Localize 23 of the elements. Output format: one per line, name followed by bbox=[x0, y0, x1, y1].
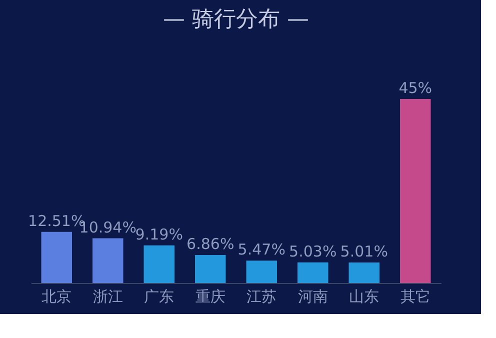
data-label: 5.01% bbox=[340, 242, 388, 261]
x-tick-label: 江苏 bbox=[246, 288, 277, 306]
bar bbox=[92, 238, 124, 283]
chart-title: — 骑行分布 — bbox=[163, 7, 309, 32]
x-tick-label: 河南 bbox=[298, 288, 328, 306]
x-tick-label: 北京 bbox=[42, 288, 72, 306]
x-tick-label: 重庆 bbox=[195, 288, 226, 306]
bar bbox=[348, 262, 380, 283]
data-label: 6.86% bbox=[186, 234, 234, 253]
data-label: 5.47% bbox=[238, 240, 286, 259]
x-tick-label: 广东 bbox=[144, 288, 174, 306]
x-tick-label: 山东 bbox=[349, 288, 380, 306]
bar bbox=[246, 260, 277, 283]
data-label: 9.19% bbox=[135, 225, 183, 244]
data-label: 45% bbox=[398, 79, 432, 97]
bar bbox=[144, 245, 174, 283]
bar bbox=[195, 254, 226, 283]
data-label: 5.03% bbox=[289, 242, 337, 260]
x-tick-label: 其它 bbox=[400, 288, 430, 306]
bar bbox=[41, 232, 72, 283]
bar bbox=[400, 99, 431, 283]
x-tick-label: 浙江 bbox=[92, 288, 123, 306]
bar bbox=[298, 262, 328, 283]
